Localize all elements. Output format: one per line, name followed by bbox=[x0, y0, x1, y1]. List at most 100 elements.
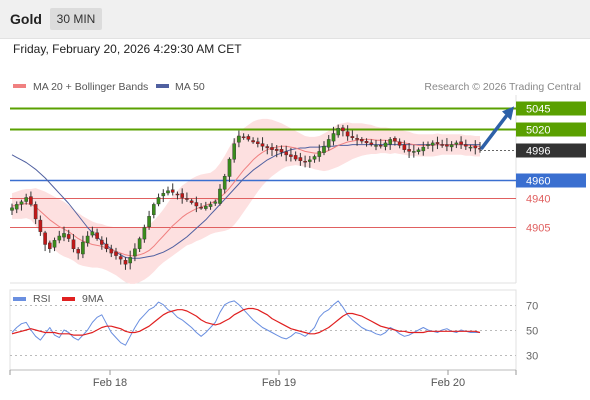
candle bbox=[298, 152, 303, 166]
candle bbox=[66, 229, 71, 242]
current-tag-4996 bbox=[516, 143, 586, 158]
candle bbox=[189, 198, 194, 205]
candle bbox=[208, 201, 213, 210]
candle bbox=[279, 145, 284, 157]
candle bbox=[142, 224, 147, 243]
candle bbox=[270, 143, 274, 157]
instrument-title: Gold bbox=[10, 11, 42, 27]
ma50-legend-swatch bbox=[156, 84, 169, 88]
candle bbox=[161, 189, 166, 203]
rsi-legend-label: RSI bbox=[33, 293, 51, 305]
candle bbox=[402, 140, 407, 153]
candle bbox=[421, 141, 426, 156]
candle bbox=[203, 201, 208, 211]
candle bbox=[137, 236, 142, 253]
interval-button[interactable]: 30 MIN bbox=[50, 8, 102, 30]
candle bbox=[265, 144, 270, 155]
candle bbox=[170, 183, 175, 196]
rsi-ma-legend-swatch bbox=[62, 297, 75, 301]
candle bbox=[218, 184, 222, 206]
resistance-tag-5045 bbox=[516, 101, 586, 116]
candle bbox=[378, 138, 383, 149]
candle bbox=[317, 144, 322, 162]
candle bbox=[156, 193, 161, 207]
candle bbox=[38, 215, 43, 236]
candle bbox=[19, 199, 24, 211]
candle bbox=[383, 140, 388, 151]
candle bbox=[71, 234, 76, 253]
candle bbox=[293, 151, 298, 162]
candle bbox=[336, 124, 341, 138]
candle bbox=[151, 202, 156, 219]
candle bbox=[194, 196, 199, 213]
candle bbox=[123, 257, 128, 270]
candle bbox=[374, 139, 378, 151]
candle bbox=[85, 231, 90, 247]
candle bbox=[175, 191, 180, 200]
rsi-ma-line bbox=[11, 307, 481, 336]
candle bbox=[435, 136, 440, 150]
ma20-line bbox=[11, 138, 480, 257]
candle bbox=[128, 250, 133, 270]
candle bbox=[81, 235, 85, 259]
candle bbox=[33, 201, 38, 225]
ma20-legend-swatch bbox=[13, 84, 26, 88]
candle bbox=[133, 243, 137, 262]
candle bbox=[274, 145, 279, 158]
ma50-legend-label: MA 50 bbox=[175, 81, 205, 93]
source-credit: Research © 2026 Trading Central bbox=[424, 81, 581, 93]
candle bbox=[308, 155, 312, 168]
candle bbox=[473, 140, 478, 155]
candle bbox=[241, 133, 246, 140]
candle bbox=[459, 136, 463, 149]
candle bbox=[284, 145, 289, 162]
candle bbox=[52, 237, 57, 252]
candle bbox=[166, 186, 170, 196]
candle bbox=[185, 192, 189, 202]
candle bbox=[393, 136, 397, 146]
target-arrow-head bbox=[502, 106, 514, 121]
time-label-2: Feb 20 bbox=[431, 377, 465, 389]
resistance-label-5045: 5045 bbox=[526, 104, 550, 116]
candle bbox=[251, 137, 255, 144]
candle bbox=[341, 124, 345, 137]
resistance-tag-5020 bbox=[516, 122, 586, 137]
candle bbox=[364, 138, 369, 147]
candle bbox=[464, 139, 468, 150]
ma20-legend-label: MA 20 + Bollinger Bands bbox=[33, 81, 148, 93]
candle bbox=[360, 137, 364, 144]
candle bbox=[213, 199, 218, 206]
candle bbox=[246, 134, 251, 142]
resistance-label-5020: 5020 bbox=[526, 125, 550, 137]
candle bbox=[57, 230, 62, 244]
candle bbox=[62, 226, 66, 242]
support-label-4940: 4940 bbox=[526, 194, 550, 206]
candle bbox=[99, 236, 104, 250]
candle bbox=[416, 147, 421, 155]
rsi-tick-30: 30 bbox=[526, 351, 538, 363]
candle bbox=[147, 210, 151, 230]
candle bbox=[449, 141, 454, 152]
candle bbox=[454, 140, 459, 149]
time-label-1: Feb 19 bbox=[262, 377, 296, 389]
candle bbox=[445, 138, 449, 152]
candle bbox=[256, 137, 260, 148]
rsi-ma-legend-label: 9MA bbox=[82, 293, 104, 305]
candle bbox=[180, 188, 185, 204]
candle bbox=[227, 157, 232, 183]
rsi-line bbox=[11, 300, 480, 346]
candle bbox=[397, 138, 402, 149]
candle bbox=[109, 244, 114, 258]
candle bbox=[468, 144, 473, 152]
candle bbox=[369, 139, 374, 147]
candle bbox=[350, 130, 355, 141]
candle bbox=[412, 144, 416, 158]
rsi-tick-50: 50 bbox=[526, 326, 538, 338]
candle bbox=[90, 226, 95, 238]
candle bbox=[76, 247, 80, 260]
candle bbox=[95, 228, 99, 241]
target-arrow bbox=[480, 114, 508, 150]
datetime-label: Friday, February 20, 2026 4:29:30 AM CET bbox=[13, 42, 242, 56]
